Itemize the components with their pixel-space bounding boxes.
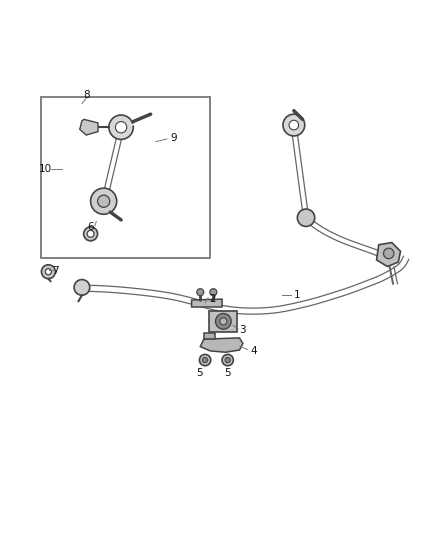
Circle shape [116,122,127,133]
Circle shape [91,188,117,214]
Polygon shape [191,299,222,307]
Circle shape [46,269,51,275]
Circle shape [384,248,394,259]
Circle shape [297,209,315,227]
Circle shape [202,358,208,362]
Text: 8: 8 [83,90,89,100]
Bar [209,311,237,332]
Circle shape [225,358,230,362]
Circle shape [197,289,204,296]
Circle shape [42,265,55,279]
Text: 5: 5 [224,368,231,378]
Circle shape [210,289,217,296]
Circle shape [199,354,211,366]
Bar [41,97,210,258]
Polygon shape [204,333,215,339]
Text: 5: 5 [196,368,203,378]
Text: 3: 3 [240,325,246,335]
Circle shape [74,279,90,295]
Circle shape [283,114,305,136]
Circle shape [215,313,231,329]
Circle shape [98,195,110,207]
Circle shape [220,318,227,325]
Polygon shape [80,119,98,135]
Text: 2: 2 [209,294,216,304]
Circle shape [289,120,299,130]
Polygon shape [200,338,243,352]
Text: 1: 1 [294,290,300,300]
Circle shape [87,230,94,237]
Circle shape [222,354,233,366]
Circle shape [84,227,98,241]
Text: 10: 10 [39,164,52,174]
Polygon shape [377,243,400,266]
Circle shape [109,115,133,140]
Text: 6: 6 [87,222,94,232]
Text: 7: 7 [53,266,59,276]
Text: 4: 4 [251,346,257,357]
Text: 9: 9 [170,133,177,143]
